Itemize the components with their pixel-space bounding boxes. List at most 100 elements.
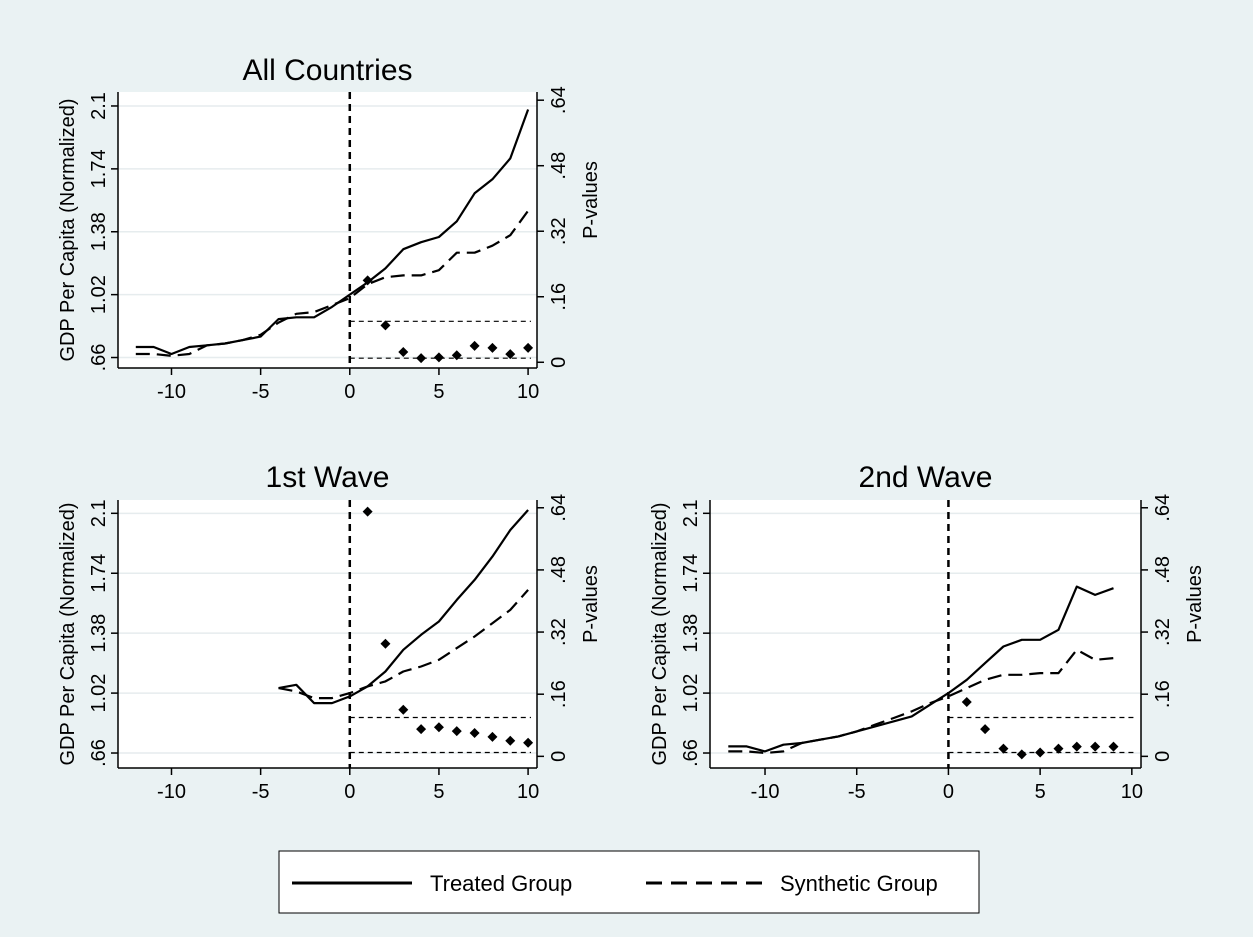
pvalue-marker [398,347,409,358]
treated-group-line [278,509,529,705]
pvalue-marker [416,353,427,364]
y-tick-label: 1.38 [88,614,110,653]
pvalue-marker [1108,741,1119,752]
legend-label-treated: Treated Group [430,871,572,896]
panel-title: 1st Wave [266,461,390,494]
pvalue-marker [362,506,373,517]
y-tick-label: 1.74 [88,149,110,188]
pvalue-marker [523,737,534,748]
y-tick-label: 1.02 [88,275,110,314]
pvalue-marker [961,696,972,707]
y-tick-label: 1.02 [88,674,110,713]
x-tick-label: -5 [848,781,866,803]
pvalue-marker [505,735,516,746]
y2-tick-label: .64 [548,494,570,522]
y2-axis-title: P-values [580,161,602,239]
pvalue-marker [1071,741,1082,752]
y2-axis-title: P-values [580,565,602,643]
pvalue-marker [362,275,373,286]
y-tick-label: 1.74 [680,554,702,593]
y2-tick-label: 0 [548,751,570,762]
pvalue-marker [523,342,534,353]
x-tick-label: 0 [344,781,355,803]
pvalue-marker [380,638,391,649]
pvalue-marker [433,722,444,733]
x-tick-label: 5 [433,781,444,803]
chart-panel-3: 2nd Wave .66 1.02 1.38 1.74 2.1 0 .16 .32 .48 .64 -… [649,461,1206,803]
y2-tick-label: .32 [548,217,570,245]
y2-tick-label: .48 [548,556,570,584]
y2-axis-title: P-values [1184,565,1206,643]
synthetic-group-line [278,589,529,700]
x-tick-label: -10 [157,381,186,403]
y2-tick-label: .16 [1152,680,1174,708]
y-tick-label: 1.38 [88,212,110,251]
pvalue-marker [1053,743,1064,754]
plot-area [118,92,537,368]
chart-panel-2: 1st Wave .66 1.02 1.38 1.74 2.1 0 .16 .32 .48 .64 -… [57,461,602,803]
x-tick-label: 5 [433,381,444,403]
pvalue-marker [1016,749,1027,760]
pvalue-marker [380,320,391,331]
pvalue-marker [433,352,444,363]
y2-tick-label: .32 [548,618,570,646]
y-tick-label: 1.02 [680,674,702,713]
pvalue-marker [1035,747,1046,758]
y2-tick-label: .48 [1152,556,1174,584]
x-tick-label: 0 [943,781,954,803]
y2-tick-label: .32 [1152,618,1174,646]
plot-area [710,500,1141,768]
pvalue-marker [487,342,498,353]
y-tick-label: 2.1 [88,92,110,120]
synthetic-group-line [728,648,1114,755]
y2-tick-label: .64 [548,86,570,114]
pvalue-marker [416,724,427,735]
chart-panel-1: All Countries .66 1.02 1.38 1.74 2.1 0 .16 .32 .4… [57,54,602,403]
x-tick-label: -5 [252,381,270,403]
pvalue-marker [398,704,409,715]
legend-label-synthetic: Synthetic Group [780,871,938,896]
y2-tick-label: .48 [548,152,570,180]
panels: All Countries .66 1.02 1.38 1.74 2.1 0 .16 .32 .4… [57,54,1206,803]
y-tick-label: 1.74 [88,554,110,593]
legend: Treated Group Synthetic Group [278,850,980,914]
y-axis-title: GDP Per Capita (Normalized) [57,98,79,361]
y-tick-label: .66 [680,739,702,767]
y-axis-title: GDP Per Capita (Normalized) [57,502,79,765]
pvalue-marker [451,726,462,737]
panel-title: All Countries [242,54,412,87]
y2-tick-label: 0 [548,357,570,368]
y-tick-label: .66 [88,344,110,372]
treated-group-line [728,585,1114,753]
y2-tick-label: .16 [548,680,570,708]
plot-area [118,500,537,768]
x-tick-label: 10 [517,781,539,803]
x-tick-label: 0 [344,381,355,403]
x-tick-label: 5 [1035,781,1046,803]
y2-tick-label: .64 [1152,494,1174,522]
y-tick-label: 2.1 [88,499,110,527]
x-tick-label: 10 [1121,781,1143,803]
x-tick-label: -10 [751,781,780,803]
x-tick-label: 10 [517,381,539,403]
pvalue-marker [469,728,480,739]
treated-group-line [135,109,530,356]
pvalue-marker [469,340,480,351]
y-tick-label: .66 [88,739,110,767]
synthetic-group-line [135,210,529,357]
y-axis-title: GDP Per Capita (Normalized) [649,502,671,765]
pvalue-marker [487,731,498,742]
panel-title: 2nd Wave [859,461,993,494]
pvalue-marker [1090,741,1101,752]
pvalue-marker [998,743,1009,754]
pvalue-marker [451,350,462,361]
y2-tick-label: .16 [548,283,570,311]
y2-tick-label: 0 [1152,751,1174,762]
y-tick-label: 2.1 [680,499,702,527]
y-tick-label: 1.38 [680,614,702,653]
pvalue-marker [505,349,516,360]
x-tick-label: -10 [157,781,186,803]
pvalue-marker [980,724,991,735]
x-tick-label: -5 [252,781,270,803]
